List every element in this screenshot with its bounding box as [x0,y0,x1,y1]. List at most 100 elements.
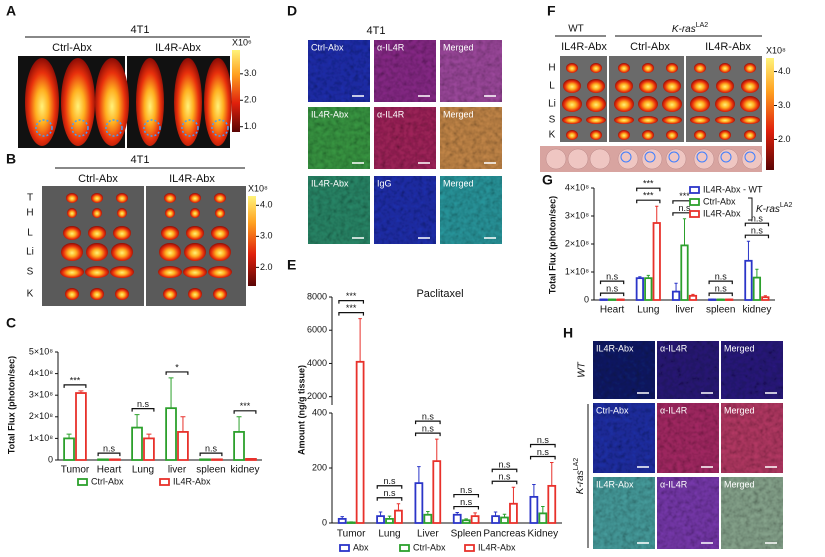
bar [688,294,698,301]
tumor-outline [71,119,89,137]
significance-label: n.s [460,497,473,507]
y-tick-label: 0 [48,454,53,464]
colorbar-tick-label: 3.0 [778,100,791,110]
mouse-signal [95,58,129,146]
significance-bracket [233,410,257,414]
bar [245,458,257,461]
mouse-signal [204,58,232,146]
colorbar-tick-label: 2.0 [778,134,791,144]
organ-signal [66,193,78,203]
organ-signal [61,243,83,261]
bar [131,426,143,461]
bar [177,431,189,461]
significance-label: n.s [422,424,435,434]
tile-label: Merged [724,343,755,353]
legend-group-label: K-rasLA2 [756,202,792,214]
organ-signal [690,116,710,124]
tumor-outline [211,119,229,137]
y-tick-label: 0 [584,294,589,304]
y-axis-label: Total Flux (photon/sec) [547,196,557,294]
tumor-outline [620,151,632,163]
error-bar [66,433,72,439]
panel-letter: E [287,257,296,273]
x-tick-label: Pancreas [483,529,525,540]
x-tick-label: spleen [196,465,225,476]
mouse-signal [174,58,202,146]
bar [233,431,245,461]
organ-signal [563,79,581,93]
y-tick-label: 400 [312,407,327,417]
micrograph [374,107,436,169]
error-bar [755,268,759,278]
error-bar [378,511,383,517]
error-bar [646,274,650,279]
organ-signal [165,208,175,218]
significance-label: n.s [537,447,550,457]
organ-signal [209,243,231,261]
micrograph [657,403,719,473]
organ-signal [215,208,225,218]
bar [461,519,471,524]
tumor-outline [181,119,199,137]
organ-signal [159,243,181,261]
tumor-outline [143,119,161,137]
legend-label: IL4R-Abx [173,476,211,486]
y-tick-label: 4×10⁸ [565,182,589,192]
tissue-section [665,148,687,170]
significance-label: n.s [103,444,116,454]
row-label: WT [577,361,588,377]
bar [761,296,770,301]
group-label: IL4R-Abx [155,42,201,54]
bar [414,482,424,524]
row-label: H [548,63,555,74]
organ-signal [85,266,109,278]
panel-title: 4T1 [131,24,150,36]
y-tick-label: 6000 [307,325,327,335]
tile-label: Merged [443,42,474,52]
bar [432,460,442,524]
colorbar [248,196,256,286]
y-axis-label: Amount (ng/g tissue) [296,365,306,455]
panel-letter: A [6,3,16,19]
legend-swatch [464,544,475,552]
error-bar [655,205,659,223]
panel-letter: G [542,172,553,188]
x-tick-label: kidney [742,305,771,316]
error-bar [387,515,392,519]
significance-label: n.s [715,272,728,282]
mouse-signal [25,58,59,146]
organ-signal [744,130,756,140]
organ-signal [694,130,706,140]
significance-label: *** [679,191,690,201]
bar [346,521,356,524]
organ-signal [88,226,106,240]
significance-bracket [414,432,441,437]
micrograph [657,341,719,399]
organ-signal [590,63,602,73]
legend-swatch [339,544,350,552]
organ-signal [566,63,578,73]
significance-bracket [491,468,518,473]
bar [680,244,689,301]
organ-signal [663,79,681,93]
mouse-signal [61,58,95,146]
organ-signal [719,130,731,140]
error-bar [511,486,516,504]
organ-signal [618,63,630,73]
chart-title: Paclitaxel [416,288,463,300]
significance-label: n.s [498,460,511,470]
micrograph [721,341,783,399]
organ-signal [60,266,84,278]
colorbar-tick-label: 2.0 [244,95,257,105]
organ-signal [615,79,633,93]
panel-letter: C [6,315,16,331]
tissue-section [693,148,715,170]
significance-bracket [63,384,87,388]
organ-signal [662,116,682,124]
organ-signal [65,288,79,300]
tile-label: Merged [443,109,474,119]
significance-label: n.s [383,476,396,486]
legend-swatch [159,478,170,486]
